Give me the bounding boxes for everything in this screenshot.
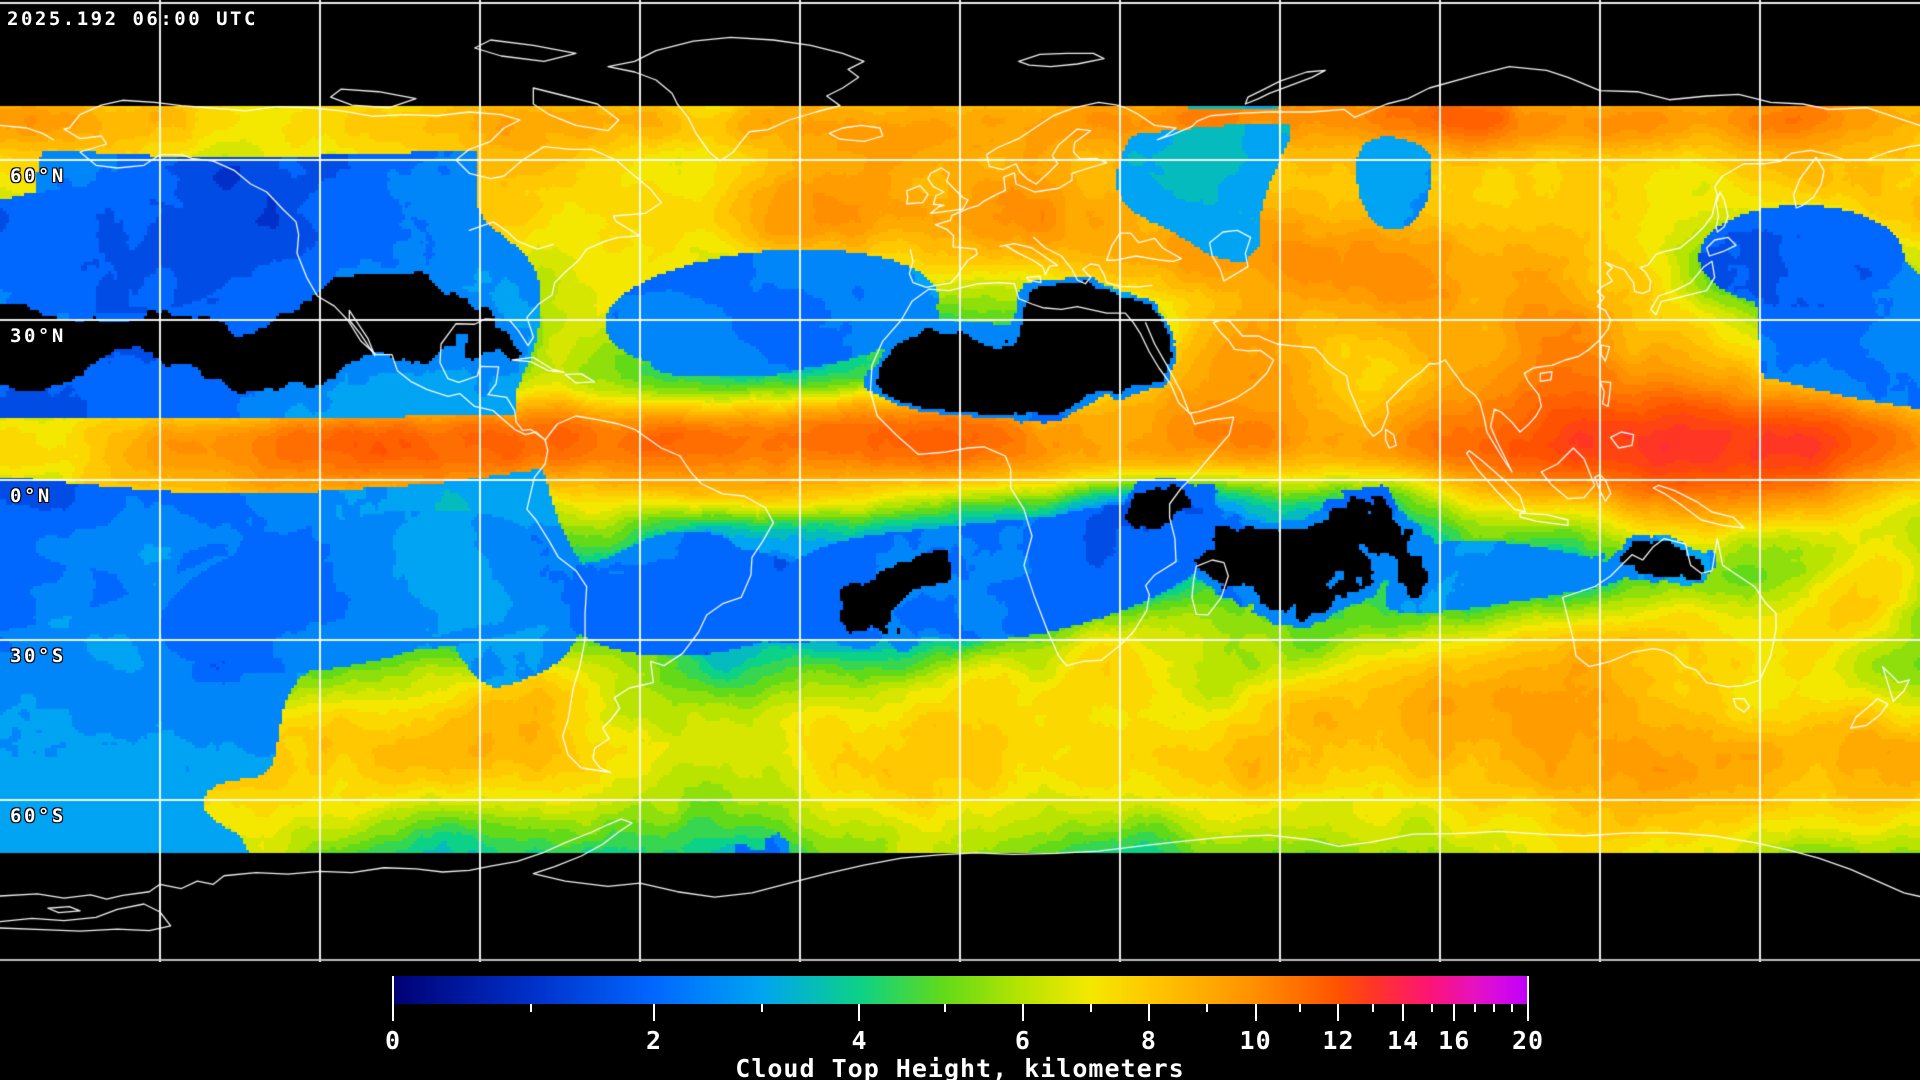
colorbar-tick xyxy=(1511,1004,1514,1012)
colorbar-tick xyxy=(943,1004,946,1012)
colorbar-tick-label: 4 xyxy=(851,1026,868,1055)
latitude-label: 60°N xyxy=(10,165,66,187)
latitude-label: 30°S xyxy=(10,645,66,667)
colorbar-tick xyxy=(1021,1004,1024,1021)
colorbar-tick-label: 10 xyxy=(1239,1026,1272,1055)
colorbar-tick xyxy=(653,1004,656,1021)
colorbar-tick xyxy=(530,1004,533,1012)
colorbar-tick xyxy=(1453,1004,1456,1021)
colorbar-tick xyxy=(1090,1004,1093,1012)
colorbar-tick xyxy=(1337,1004,1340,1021)
colorbar-tick-label: 0 xyxy=(384,1026,402,1055)
colorbar-area: 0 2 4 6 8 10 12 14 16 20 Cloud Top Height, kilome… xyxy=(0,962,1920,1080)
colorbar-tick xyxy=(1402,1004,1405,1021)
colorbar-tick xyxy=(1147,1004,1150,1021)
colorbar-tick xyxy=(858,1004,861,1021)
timestamp: 2025.192 06:00 UTC xyxy=(7,8,258,30)
latitude-label: 0°N xyxy=(10,485,52,507)
latitude-label: 60°S xyxy=(10,805,66,827)
colorbar-tick-label: 20 xyxy=(1511,1026,1545,1055)
colorbar-gradient xyxy=(393,976,1528,1004)
colorbar-tick xyxy=(760,1004,763,1012)
colorbar: 0 2 4 6 8 10 12 14 16 20 xyxy=(385,976,1543,1080)
colorbar-tick xyxy=(1527,976,1529,1021)
cloud-top-height-map xyxy=(0,0,1920,962)
colorbar-tick xyxy=(1205,1004,1208,1012)
colorbar-tick xyxy=(1473,1004,1476,1012)
colorbar-tick xyxy=(1298,1004,1301,1012)
latitude-label: 30°N xyxy=(10,325,66,347)
colorbar-tick xyxy=(1371,1004,1374,1012)
colorbar-tick-label: 14 xyxy=(1387,1026,1420,1055)
colorbar-tick-label: 16 xyxy=(1438,1026,1471,1055)
colorbar-tick-label: 8 xyxy=(1140,1026,1157,1055)
colorbar-tick-label: 2 xyxy=(646,1026,663,1055)
colorbar-tick-label: 12 xyxy=(1322,1026,1355,1055)
colorbar-title: Cloud Top Height, kilometers xyxy=(735,1054,1185,1080)
colorbar-tick xyxy=(392,976,394,1021)
colorbar-tick-label: 6 xyxy=(1014,1026,1031,1055)
colorbar-tick xyxy=(1254,1004,1257,1021)
colorbar-tick xyxy=(1430,1004,1433,1012)
colorbar-tick xyxy=(1492,1004,1495,1012)
